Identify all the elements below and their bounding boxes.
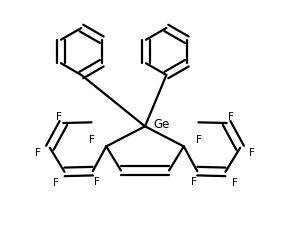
Text: F: F [56, 112, 62, 122]
Text: F: F [52, 178, 58, 188]
Text: F: F [35, 148, 41, 158]
Text: F: F [89, 135, 95, 145]
Text: F: F [191, 177, 196, 187]
Text: F: F [232, 178, 238, 188]
Text: F: F [249, 148, 255, 158]
Text: F: F [228, 112, 234, 122]
Text: Ge: Ge [153, 118, 169, 132]
Text: F: F [94, 177, 99, 187]
Text: F: F [195, 135, 201, 145]
